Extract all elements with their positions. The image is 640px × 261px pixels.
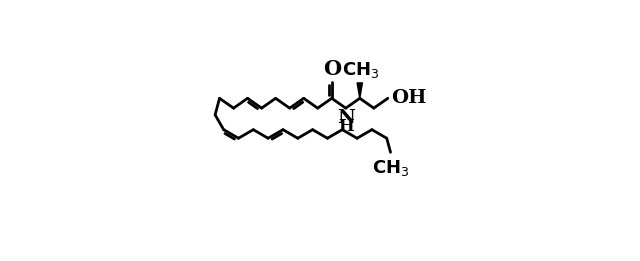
Text: OH: OH (391, 89, 427, 107)
Polygon shape (357, 83, 362, 98)
Text: CH$_3$: CH$_3$ (372, 158, 409, 178)
Text: CH$_3$: CH$_3$ (342, 60, 380, 80)
Text: N: N (337, 109, 355, 127)
Text: O: O (323, 59, 340, 79)
Text: H: H (339, 118, 355, 135)
